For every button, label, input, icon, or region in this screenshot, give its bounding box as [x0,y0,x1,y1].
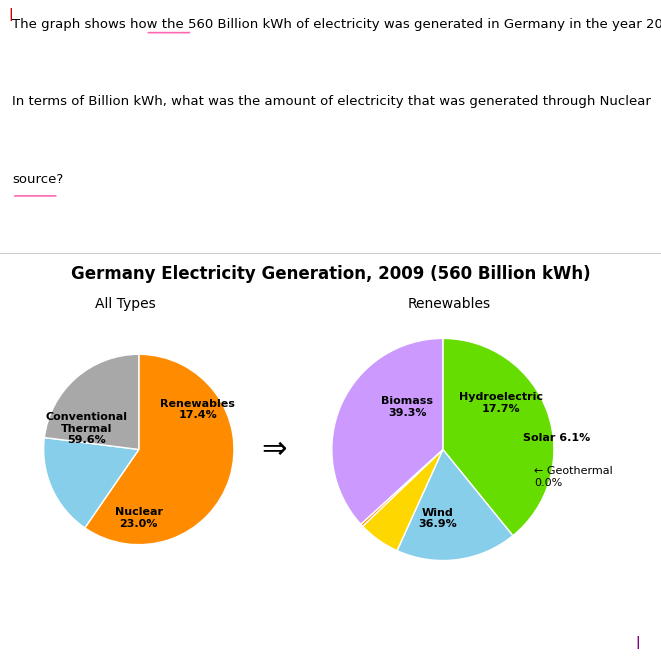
Text: The graph shows how the 560 Billion kWh of electricity was generated in Germany : The graph shows how the 560 Billion kWh … [12,18,661,30]
Wedge shape [363,449,443,551]
Wedge shape [44,438,139,528]
Text: Germany Electricity Generation, 2009 (560 Billion kWh): Germany Electricity Generation, 2009 (56… [71,264,590,283]
Text: ⇒: ⇒ [262,435,287,464]
Text: All Types: All Types [95,297,156,311]
Wedge shape [44,354,139,449]
Text: Solar 6.1%: Solar 6.1% [523,434,590,444]
Wedge shape [397,449,513,561]
Text: Nuclear
23.0%: Nuclear 23.0% [115,507,163,529]
Text: In terms of Billion kWh, what was the amount of electricity that was generated t: In terms of Billion kWh, what was the am… [12,95,651,108]
Text: |: | [8,7,13,20]
Text: source?: source? [12,173,63,186]
Text: Biomass
39.3%: Biomass 39.3% [381,397,434,418]
Text: Renewables: Renewables [408,297,491,311]
Wedge shape [332,338,443,524]
Text: |: | [636,636,640,649]
Text: Conventional
Thermal
59.6%: Conventional Thermal 59.6% [46,412,128,445]
Text: Renewables
17.4%: Renewables 17.4% [161,399,235,420]
Text: ← Geothermal
0.0%: ← Geothermal 0.0% [534,467,613,488]
Wedge shape [85,354,234,545]
Wedge shape [443,338,554,535]
Text: Wind
36.9%: Wind 36.9% [418,508,457,529]
Wedge shape [361,449,443,526]
Text: Hydroelectric
17.7%: Hydroelectric 17.7% [459,392,543,414]
